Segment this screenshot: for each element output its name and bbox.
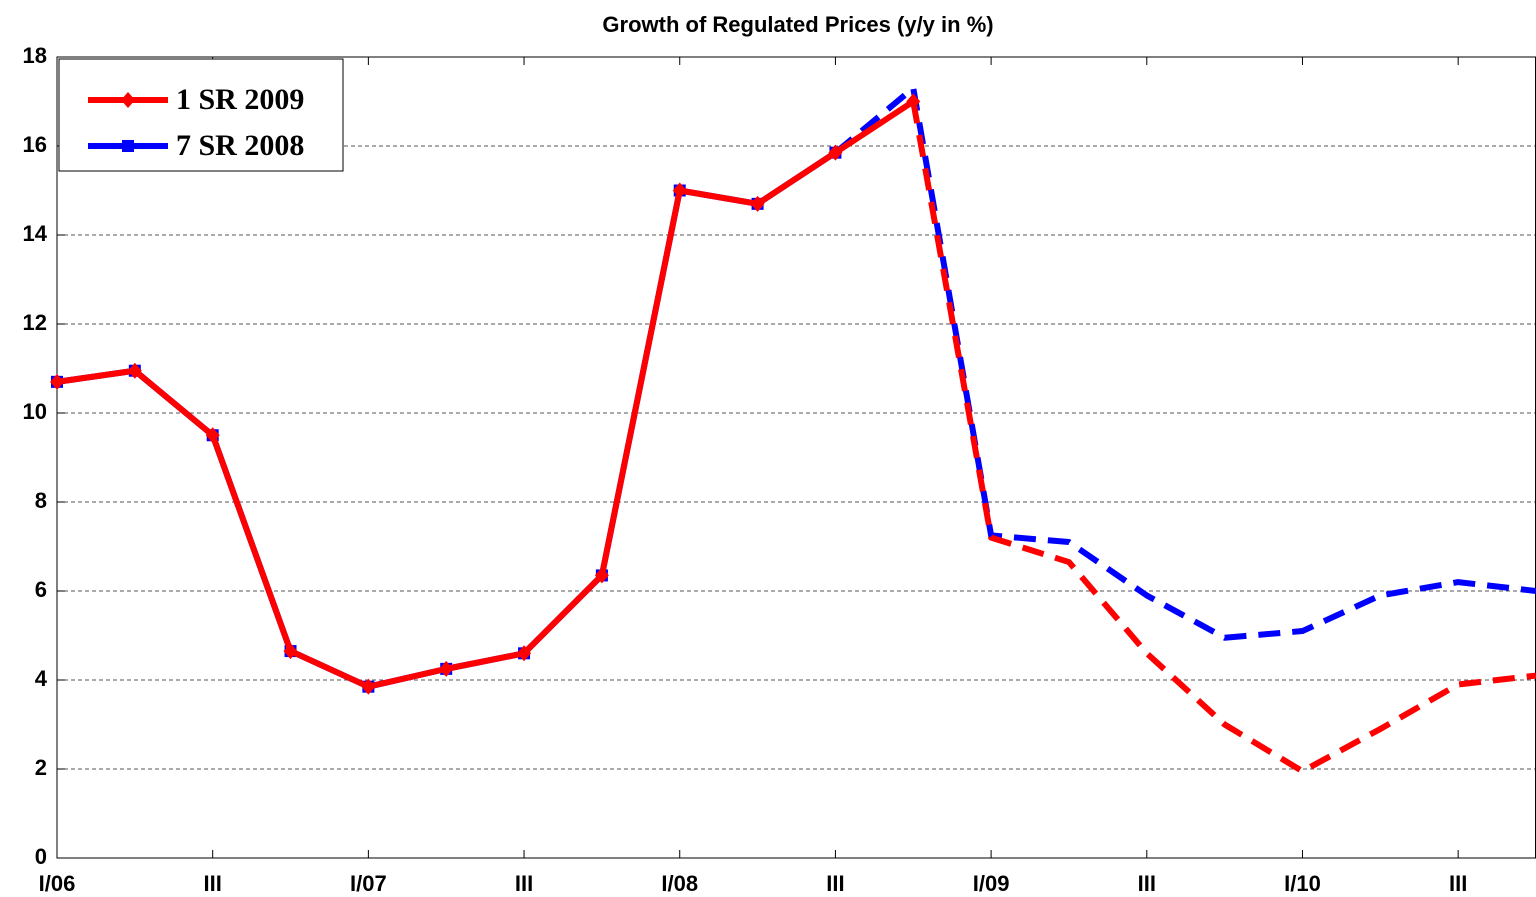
- y-tick-label: 10: [23, 399, 47, 424]
- marker: [672, 182, 687, 199]
- series-line: [56, 150, 838, 690]
- marker: [906, 93, 921, 110]
- y-tick-label: 16: [23, 132, 47, 157]
- x-tick-label: III: [1138, 871, 1156, 896]
- marker: [361, 678, 376, 695]
- chart-title: Growth of Regulated Prices (y/y in %): [602, 12, 993, 37]
- x-tick-label: I/06: [39, 871, 76, 896]
- marker: [127, 362, 142, 379]
- y-tick-label: 12: [23, 310, 47, 335]
- legend-marker: [122, 140, 134, 152]
- x-tick-label: III: [826, 871, 844, 896]
- legend-marker: [121, 92, 135, 108]
- y-tick-label: 6: [35, 577, 47, 602]
- y-tick-label: 14: [23, 221, 48, 246]
- x-tick-label: I/09: [973, 871, 1010, 896]
- marker: [50, 373, 64, 390]
- y-tick-label: 18: [23, 43, 47, 68]
- y-tick-label: 0: [35, 844, 47, 869]
- x-tick-label: III: [1449, 871, 1467, 896]
- y-tick-label: 8: [35, 488, 47, 513]
- x-tick-label: I/07: [350, 871, 387, 896]
- marker: [750, 195, 765, 212]
- marker: [517, 645, 532, 662]
- forecast-line: [833, 85, 1536, 641]
- marker: [828, 144, 843, 161]
- legend-label: 1 SR 2009: [176, 83, 304, 116]
- series-line: [56, 98, 915, 690]
- legend: 1 SR 2009 7 SR 2008: [58, 58, 344, 172]
- marker: [283, 643, 298, 660]
- marker: [439, 660, 454, 677]
- legend-label: 7 SR 2008: [176, 129, 304, 162]
- y-tick-label: 2: [35, 755, 47, 780]
- x-tick-label: I/08: [661, 871, 698, 896]
- marker: [205, 427, 220, 444]
- forecast-line: [910, 100, 1536, 775]
- legend-box: [58, 58, 344, 172]
- y-tick-label: 4: [35, 666, 48, 691]
- x-tick-label: I/10: [1284, 871, 1321, 896]
- marker: [594, 567, 609, 584]
- x-tick-label: III: [204, 871, 222, 896]
- x-tick-label: III: [515, 871, 533, 896]
